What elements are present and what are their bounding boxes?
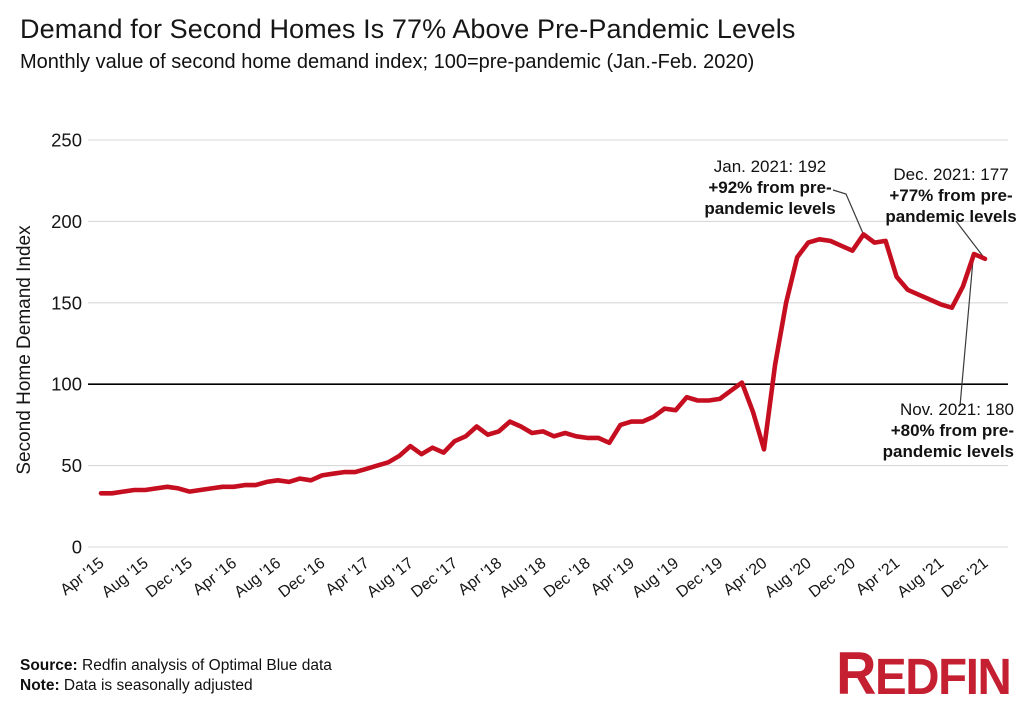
x-tick-label: Aug '20 (762, 555, 815, 602)
redfin-logo-rest: EDFIN (874, 648, 1012, 705)
x-tick-label: Apr '18 (455, 555, 505, 599)
annotation-jan-pct: +92% from pre- (708, 178, 832, 197)
chart-footnotes: Source: Redfin analysis of Optimal Blue … (20, 656, 332, 696)
annotation-nov-2021: Nov. 2021: 180 +80% from pre- pandemic l… (848, 399, 1014, 462)
x-tick-label: Aug '21 (894, 555, 947, 602)
chart-subtitle: Monthly value of second home demand inde… (20, 51, 755, 73)
x-tick-label: Aug '17 (364, 555, 417, 602)
annotation-jan-2021: Jan. 2021: 192 +92% from pre- pandemic l… (688, 156, 852, 219)
note-line: Note: Data is seasonally adjusted (20, 676, 332, 696)
y-tick-label: 100 (51, 374, 82, 395)
x-tick-label: Aug '16 (231, 555, 284, 602)
x-tick-label: Dec '18 (541, 555, 594, 602)
x-tick-label: Aug '18 (497, 555, 550, 602)
note-text: Data is seasonally adjusted (59, 677, 253, 694)
annotation-jan-pct2: pandemic levels (704, 199, 836, 218)
y-tick-label: 150 (51, 292, 82, 313)
annotation-nov-pct: +80% from pre- (890, 421, 1014, 440)
annotation-dec-value: Dec. 2021: 177 (893, 165, 1009, 184)
x-tick-label: Apr '19 (588, 555, 638, 599)
annotation-jan-value: Jan. 2021: 192 (713, 157, 827, 176)
annotation-nov-pct2: pandemic levels (882, 442, 1014, 461)
source-line: Source: Redfin analysis of Optimal Blue … (20, 656, 332, 676)
x-tick-label: Dec '19 (673, 555, 726, 602)
x-tick-label: Apr '16 (190, 555, 240, 599)
y-axis-title: Second Home Demand Index (14, 225, 35, 475)
y-tick-label: 0 (72, 537, 82, 558)
y-tick-label: 50 (61, 455, 82, 476)
annotation-dec-2021: Dec. 2021: 177 +77% from pre- pandemic l… (872, 164, 1024, 227)
annotation-nov-value: Nov. 2021: 180 (899, 400, 1014, 419)
source-label: Source: (20, 657, 78, 674)
x-tick-label: Aug '19 (629, 555, 682, 602)
x-tick-label: Aug '15 (99, 555, 152, 602)
x-tick-label: Apr '21 (853, 555, 903, 599)
y-tick-label: 200 (51, 211, 82, 232)
x-tick-label: Dec '17 (408, 555, 461, 602)
x-tick-label: Apr '20 (720, 555, 770, 599)
x-tick-label: Apr '15 (57, 555, 107, 599)
x-tick-label: Dec '21 (939, 555, 992, 602)
redfin-logo: R EDFIN (835, 640, 1012, 707)
source-text: Redfin analysis of Optimal Blue data (77, 657, 332, 674)
y-tick-label: 250 (51, 130, 82, 151)
chart-header: Demand for Second Homes Is 77% Above Pre… (20, 12, 1010, 75)
chart-canvas: 0 50 100 150 200 250 Second Home Demand Index A… (14, 130, 1008, 602)
line-chart: 0 50 100 150 200 250 Second Home Demand Index A… (0, 110, 1024, 650)
x-tick-label: Dec '20 (806, 555, 859, 602)
note-label: Note: (20, 677, 60, 694)
x-tick-label: Apr '17 (323, 555, 373, 599)
x-tick-label: Dec '15 (143, 555, 196, 602)
demand-index-line (98, 232, 988, 496)
chart-title: Demand for Second Homes Is 77% Above Pre… (20, 14, 796, 44)
annotation-dec-pct: +77% from pre- (889, 186, 1013, 205)
redfin-logo-initial: R (835, 640, 876, 707)
x-tick-label: Dec '16 (276, 555, 329, 602)
annotation-dec-pct2: pandemic levels (885, 207, 1017, 226)
